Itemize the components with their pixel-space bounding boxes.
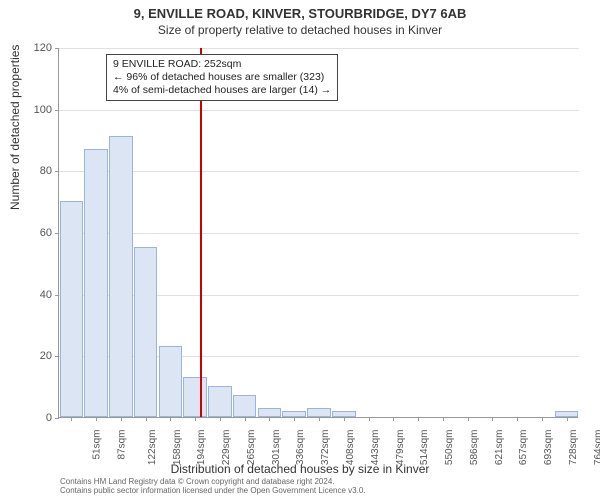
xtick-mark <box>195 417 196 421</box>
xtick-mark <box>220 417 221 421</box>
xtick-mark <box>567 417 568 421</box>
xtick-mark <box>542 417 543 421</box>
gridline <box>59 233 579 234</box>
bar <box>307 408 331 417</box>
bar <box>109 136 133 417</box>
xtick-label: 122sqm <box>147 430 158 466</box>
xtick-label: 586sqm <box>469 430 480 466</box>
xtick-label: 764sqm <box>593 430 600 466</box>
xtick-label: 158sqm <box>172 430 183 466</box>
xtick-label: 621sqm <box>494 430 505 466</box>
y-axis-label: Number of detached properties <box>8 45 22 210</box>
footer-attribution: Contains HM Land Registry data © Crown c… <box>60 477 366 496</box>
xtick-label: 194sqm <box>197 430 208 466</box>
bar <box>233 395 257 417</box>
ytick-label: 40 <box>22 289 52 301</box>
xtick-mark <box>121 417 122 421</box>
annotation-line1: 9 ENVILLE ROAD: 252sqm <box>113 58 331 71</box>
gridline <box>59 48 579 49</box>
xtick-label: 372sqm <box>320 430 331 466</box>
ytick-mark <box>55 110 59 111</box>
xtick-label: 408sqm <box>345 430 356 466</box>
plot-region <box>58 48 578 418</box>
xtick-mark <box>71 417 72 421</box>
ytick-mark <box>55 233 59 234</box>
page-subtitle: Size of property relative to detached ho… <box>0 21 600 37</box>
xtick-mark <box>269 417 270 421</box>
xtick-label: 693sqm <box>543 430 554 466</box>
ytick-mark <box>55 48 59 49</box>
ytick-mark <box>55 418 59 419</box>
xtick-label: 550sqm <box>444 430 455 466</box>
xtick-mark <box>393 417 394 421</box>
xtick-mark <box>443 417 444 421</box>
ytick-label: 80 <box>22 165 52 177</box>
bar <box>60 201 84 417</box>
bar <box>84 149 108 417</box>
xtick-label: 301sqm <box>271 430 282 466</box>
annotation-line3: 4% of semi-detached houses are larger (1… <box>113 84 331 97</box>
bar <box>134 247 158 417</box>
annotation-box: 9 ENVILLE ROAD: 252sqm ← 96% of detached… <box>106 54 338 101</box>
bar <box>258 408 282 417</box>
xtick-label: 51sqm <box>92 430 103 460</box>
xtick-mark <box>492 417 493 421</box>
bar <box>159 346 183 417</box>
xtick-label: 728sqm <box>568 430 579 466</box>
xtick-mark <box>369 417 370 421</box>
xtick-label: 479sqm <box>395 430 406 466</box>
footer-line2: Contains public sector information licen… <box>60 486 366 496</box>
xtick-label: 229sqm <box>221 430 232 466</box>
xtick-mark <box>294 417 295 421</box>
ytick-label: 120 <box>22 42 52 54</box>
xtick-mark <box>96 417 97 421</box>
annotation-line2: ← 96% of detached houses are smaller (32… <box>113 71 331 84</box>
xtick-label: 514sqm <box>419 430 430 466</box>
ytick-label: 20 <box>22 350 52 362</box>
xtick-mark <box>344 417 345 421</box>
xtick-label: 336sqm <box>296 430 307 466</box>
ytick-mark <box>55 356 59 357</box>
footer-line1: Contains HM Land Registry data © Crown c… <box>60 477 366 487</box>
xtick-mark <box>319 417 320 421</box>
gridline <box>59 171 579 172</box>
xtick-label: 657sqm <box>518 430 529 466</box>
bar <box>208 386 232 417</box>
ytick-label: 60 <box>22 227 52 239</box>
xtick-mark <box>517 417 518 421</box>
xtick-mark <box>418 417 419 421</box>
reference-line <box>200 48 202 417</box>
ytick-mark <box>55 171 59 172</box>
page-title: 9, ENVILLE ROAD, KINVER, STOURBRIDGE, DY… <box>0 0 600 21</box>
xtick-label: 265sqm <box>246 430 257 466</box>
xtick-label: 87sqm <box>117 430 128 460</box>
xtick-label: 443sqm <box>370 430 381 466</box>
bar <box>183 377 207 417</box>
chart-area: 9 ENVILLE ROAD: 252sqm ← 96% of detached… <box>58 48 578 418</box>
ytick-mark <box>55 295 59 296</box>
xtick-mark <box>245 417 246 421</box>
ytick-label: 0 <box>22 412 52 424</box>
gridline <box>59 110 579 111</box>
xtick-mark <box>146 417 147 421</box>
xtick-mark <box>468 417 469 421</box>
ytick-label: 100 <box>22 104 52 116</box>
xtick-mark <box>170 417 171 421</box>
